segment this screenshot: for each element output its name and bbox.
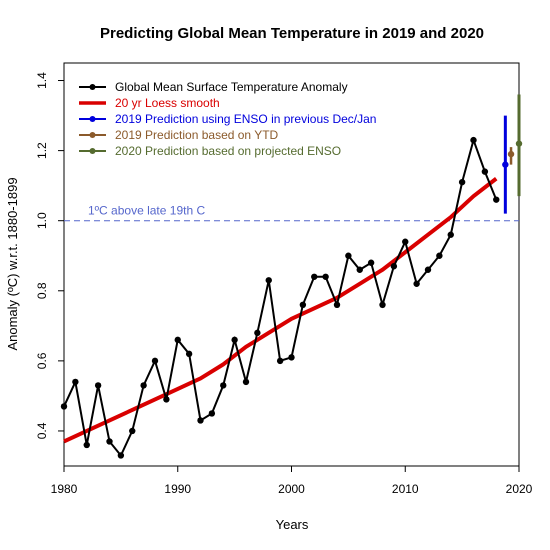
temperature-anomaly-point (242, 378, 250, 386)
temperature-anomaly-line (63, 136, 498, 458)
temperature-anomaly-point (447, 231, 454, 238)
enso-2019-prediction-point (502, 161, 509, 168)
y-tick-label: 1.2 (35, 142, 49, 159)
temperature-anomaly-point (276, 357, 284, 365)
temperature-anomaly-point (163, 396, 170, 403)
temperature-anomaly-point (60, 403, 68, 410)
temperature-anomaly-point (299, 301, 307, 308)
temperature-anomaly-point (413, 280, 420, 287)
temperature-anomaly-point (117, 452, 125, 459)
x-tick-label: 2000 (278, 482, 305, 496)
legend-swatch-point (89, 84, 96, 90)
series-layer (60, 94, 523, 459)
temperature-anomaly-point (197, 417, 204, 424)
enso-2020-prediction-point (515, 140, 523, 147)
temperature-anomaly-point (481, 168, 489, 175)
temperature-anomaly-point (265, 277, 272, 284)
temperature-anomaly-point (333, 301, 341, 308)
legend-label: 2020 Prediction based on projected ENSO (115, 144, 341, 158)
chart-title: Predicting Global Mean Temperature in 20… (100, 25, 484, 42)
legend-swatch-point (89, 148, 96, 154)
y-tick-label: 1.0 (35, 212, 49, 229)
legend-swatch-point (89, 132, 96, 138)
legend: Global Mean Surface Temperature Anomaly 2… (79, 80, 376, 158)
temperature-anomaly-point (72, 378, 79, 386)
temperature-anomaly-point (322, 273, 329, 280)
temperature-anomaly-point (94, 382, 102, 389)
x-axis: 1980 1990 2000 2010 2020 (51, 466, 533, 496)
y-axis-label: Anomaly (ºC) w.r.t. 1880-1899 (5, 177, 20, 350)
temperature-anomaly-point (356, 266, 363, 273)
x-tick-label: 2010 (392, 482, 419, 496)
y-axis: 0.4 0.6 0.8 1.0 1.2 1.4 (35, 72, 64, 439)
y-tick-label: 0.4 (35, 422, 49, 439)
temperature-anomaly-point (208, 410, 216, 417)
legend-label: 2019 Prediction using ENSO in previous D… (115, 112, 376, 126)
temperature-anomaly-point (493, 196, 500, 203)
threshold-group: 1ºC above late 19th C (64, 204, 519, 222)
temperature-anomaly-point (288, 354, 295, 361)
temperature-anomaly-point (367, 259, 375, 266)
temperature-anomaly-point (379, 301, 386, 308)
legend-label: 2019 Prediction based on YTD (115, 128, 279, 142)
legend-label: 20 yr Loess smooth (115, 96, 220, 110)
temperature-anomaly-point (254, 329, 261, 337)
legend-label: Global Mean Surface Temperature Anomaly (115, 80, 348, 94)
x-axis-label: Years (276, 517, 309, 532)
temperature-anomaly-point (106, 438, 113, 445)
temperature-anomaly-point (185, 350, 193, 358)
temperature-anomaly-point (220, 382, 227, 389)
temperature-anomaly-point (151, 357, 159, 365)
ytd-2019-prediction-point (507, 150, 515, 158)
temperature-anomaly-point (174, 336, 181, 344)
y-tick-label: 0.6 (35, 352, 49, 369)
temperature-anomaly-point (470, 136, 477, 144)
temperature-anomaly-point (458, 178, 466, 186)
temperature-anomaly-point (140, 382, 147, 389)
x-tick-label: 1980 (51, 482, 78, 496)
temperature-anomaly-point (424, 266, 432, 273)
temperature-anomaly-point (436, 252, 443, 259)
y-tick-label: 0.8 (35, 282, 49, 299)
x-tick-label: 1990 (164, 482, 191, 496)
temperature-anomaly-point (231, 336, 238, 344)
temperature-anomaly-point (345, 252, 352, 259)
temperature-anomaly-point (83, 441, 90, 449)
temperature-anomaly-point (402, 238, 409, 245)
x-tick-label: 2020 (506, 482, 533, 496)
temperature-anomaly-point (311, 273, 318, 280)
temperature-anomaly-point (390, 263, 398, 270)
temperature-anomaly-point (129, 427, 136, 435)
legend-swatch-point (89, 116, 96, 122)
threshold-label: 1ºC above late 19th C (88, 204, 205, 218)
y-tick-label: 1.4 (35, 72, 49, 89)
loess-smooth-line (63, 177, 498, 444)
